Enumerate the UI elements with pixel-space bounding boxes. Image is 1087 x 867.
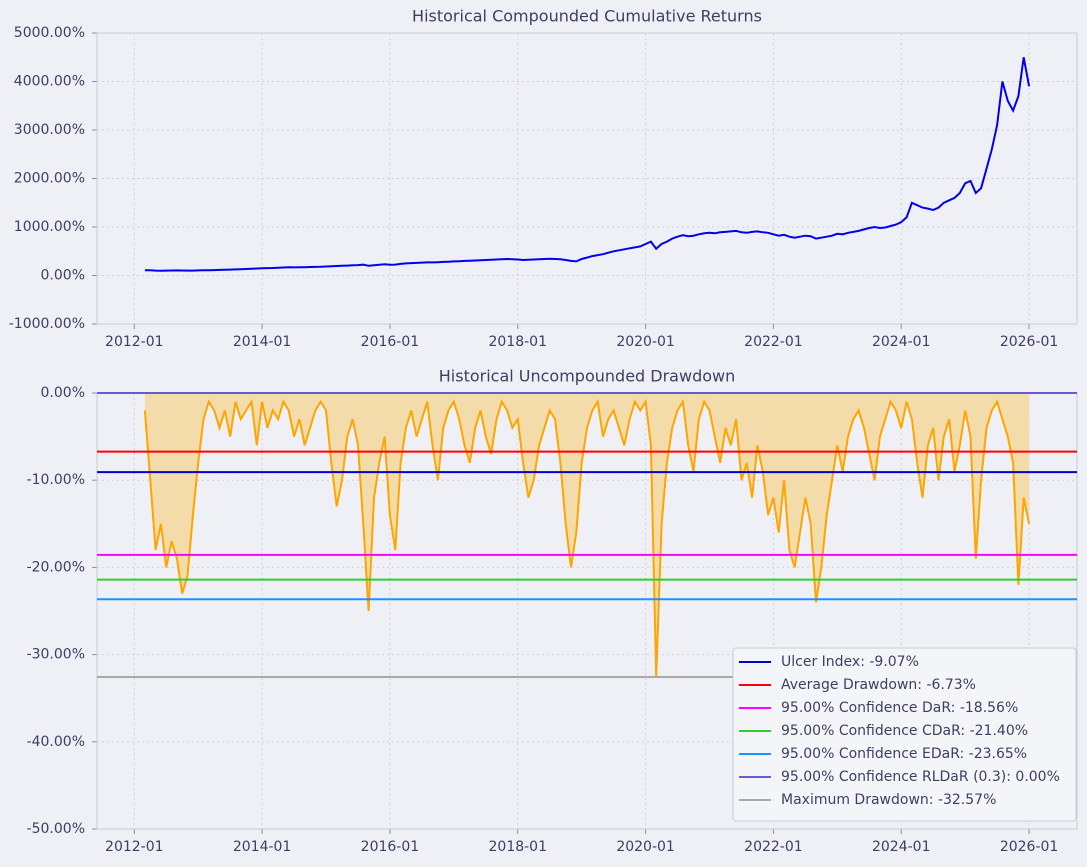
x-tick-label: 2018-01 [489,334,548,350]
x-tick-label: 2012-01 [105,839,164,855]
x-tick-label: 2024-01 [872,839,931,855]
drawdown-area [144,393,1030,677]
x-tick-label: 2016-01 [361,334,420,350]
legend-label: 95.00% Confidence RLDaR (0.3): 0.00% [781,769,1060,785]
x-tick-label: 2020-01 [616,839,675,855]
y-tick-label: 5000.00% [14,25,85,41]
y-tick-label: -40.00% [27,734,85,750]
x-tick-label: 2014-01 [233,334,292,350]
chart-title: Historical Uncompounded Drawdown [439,367,735,386]
legend: Ulcer Index: -9.07% Average Drawdown: -6.… [732,647,1077,822]
legend-box [732,647,1077,822]
y-tick-label: 0.00% [41,385,85,401]
y-tick-label: -20.00% [27,559,85,575]
x-tick-label: 2026-01 [1000,334,1059,350]
legend-label: Maximum Drawdown: -32.57% [781,792,996,808]
x-tick-label: 2022-01 [744,334,803,350]
y-tick-label: 0.00% [41,268,85,284]
return-line [144,57,1031,272]
y-tick-label: 3000.00% [14,122,85,138]
legend-label: Ulcer Index: -9.07% [781,654,919,670]
chart-title: Historical Compounded Cumulative Returns [412,7,762,26]
x-tick-label: 2026-01 [1000,839,1059,855]
legend-label: 95.00% Confidence EDaR: -23.65% [781,746,1027,762]
x-tick-label: 2016-01 [361,839,420,855]
x-tick-label: 2020-01 [616,334,675,350]
x-tick-label: 2024-01 [872,334,931,350]
y-tick-label: 1000.00% [14,219,85,235]
legend-label: 95.00% Confidence CDaR: -21.40% [781,723,1028,739]
x-tick-label: 2022-01 [744,839,803,855]
y-tick-label: -30.00% [27,647,85,663]
drawdown-line [143,398,1031,677]
plot-frame [96,32,1078,325]
x-tick-label: 2018-01 [489,839,548,855]
legend-label: Average Drawdown: -6.73% [781,677,976,693]
y-tick-label: -10.00% [27,472,85,488]
y-tick-label: 4000.00% [14,74,85,90]
y-tick-label: -1000.00% [9,316,85,332]
x-tick-label: 2012-01 [105,334,164,350]
y-tick-label: -50.00% [27,821,85,837]
y-tick-label: 2000.00% [14,171,85,187]
legend-label: 95.00% Confidence DaR: -18.56% [781,700,1018,716]
x-tick-label: 2014-01 [233,839,292,855]
